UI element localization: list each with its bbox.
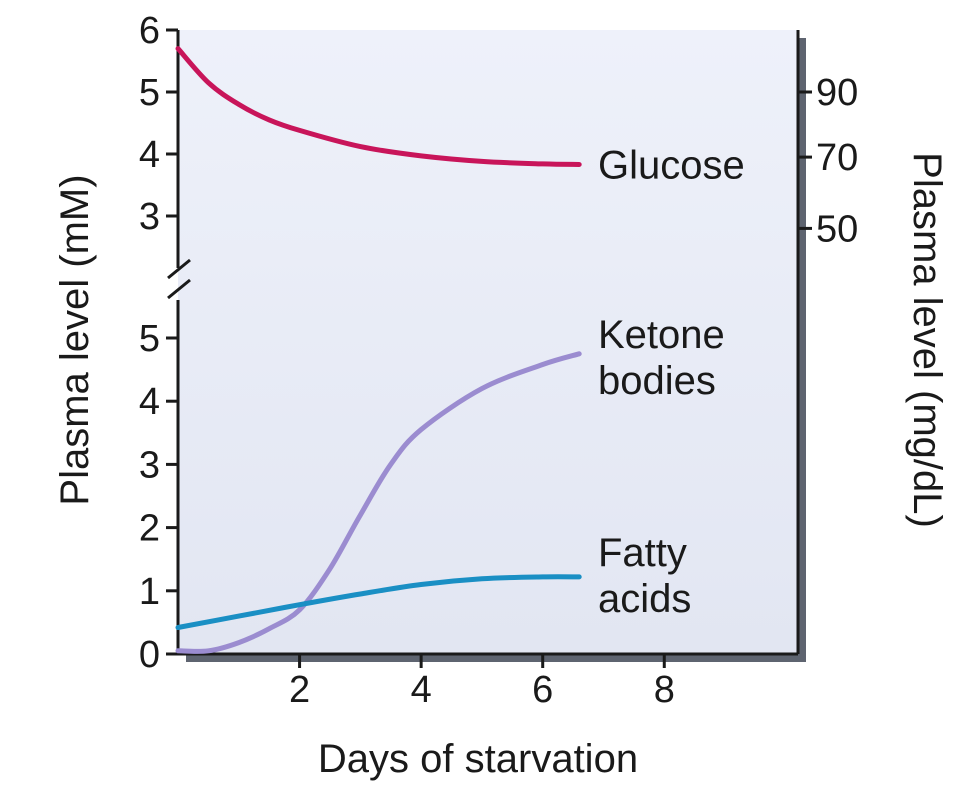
y-axis-title-left: Plasma level (mM) — [53, 174, 97, 505]
y-tick-label-left: 5 — [139, 72, 160, 114]
x-tick-label: 8 — [654, 669, 675, 711]
fatty-acids-label: acids — [598, 577, 691, 621]
y-tick-label-left: 4 — [139, 134, 160, 176]
y-tick-label-left: 3 — [139, 444, 160, 486]
x-axis-title: Days of starvation — [318, 737, 638, 781]
y-tick-label-left: 1 — [139, 571, 160, 613]
y-tick-label-right: 70 — [816, 137, 858, 179]
y-tick-label-left: 2 — [139, 508, 160, 550]
y-tick-label-left: 3 — [139, 196, 160, 238]
ketone-bodies-line — [175, 351, 582, 654]
x-tick-label: 6 — [532, 669, 553, 711]
fatty-acids-label: Fatty — [598, 531, 687, 575]
y-tick-label-left: 0 — [139, 634, 160, 676]
glucose-line — [175, 46, 582, 167]
fatty-acids-line — [175, 574, 582, 630]
axis-break-mark — [167, 278, 191, 300]
ketone-bodies-label: Ketone — [598, 313, 725, 357]
y-axis-title-right: Plasma level (mg/dL) — [905, 152, 949, 528]
x-tick-label: 2 — [289, 669, 310, 711]
y-tick-label-right: 50 — [816, 208, 858, 250]
x-tick-label: 4 — [411, 669, 432, 711]
y-tick-label-left: 4 — [139, 381, 160, 423]
axis-break-mark — [167, 258, 191, 280]
plot-area — [178, 30, 798, 654]
glucose-label: Glucose — [598, 144, 745, 188]
ketone-bodies-label: bodies — [598, 359, 716, 403]
y-tick-label-left: 5 — [139, 318, 160, 360]
y-tick-label-right: 90 — [816, 72, 858, 114]
y-tick-label-left: 6 — [139, 10, 160, 52]
